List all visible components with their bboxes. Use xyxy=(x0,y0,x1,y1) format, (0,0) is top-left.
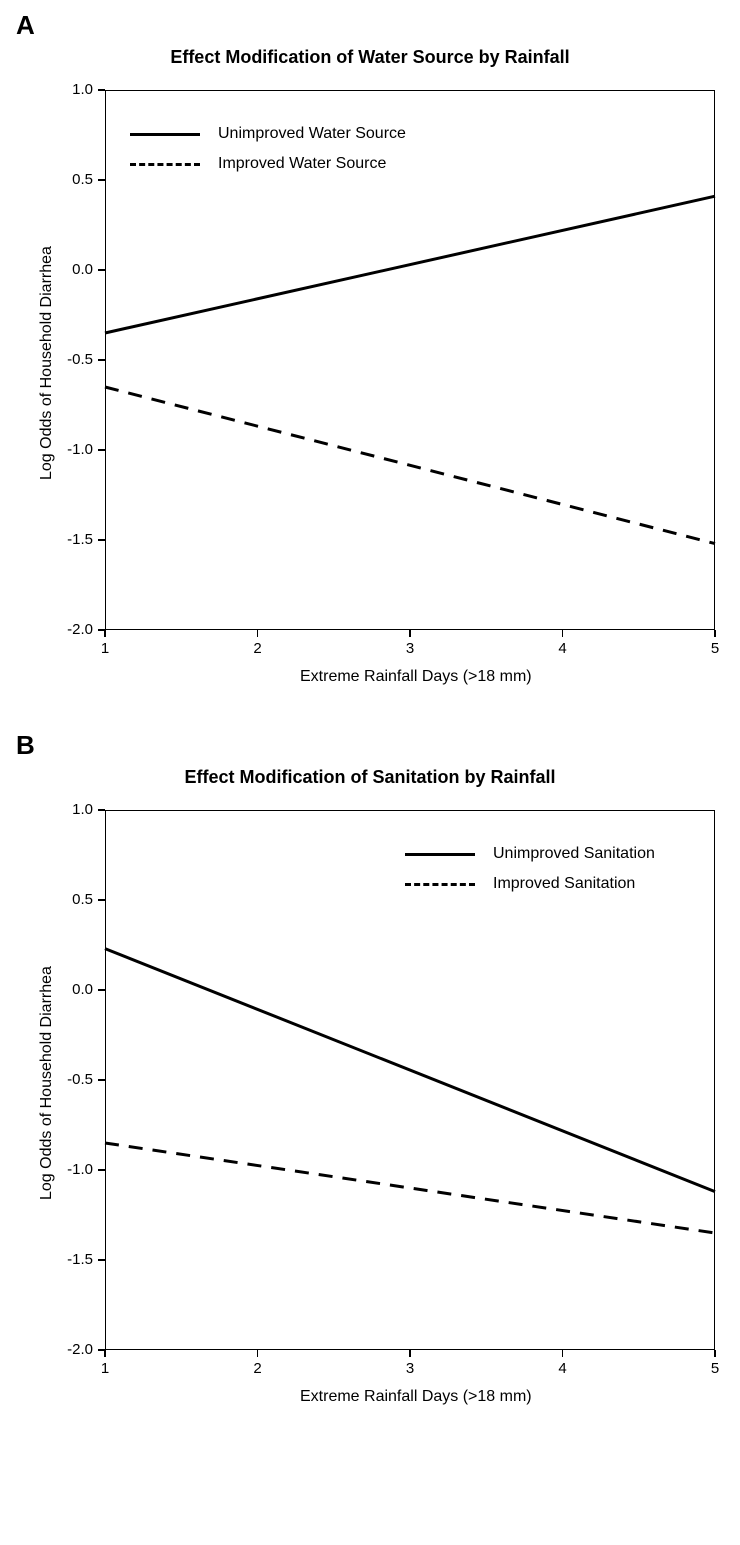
panel-b-label: B xyxy=(16,730,730,761)
legend-row: Improved Sanitation xyxy=(405,875,655,893)
x-tick-label: 3 xyxy=(395,1360,425,1377)
series-line-dashed xyxy=(105,387,715,544)
legend-row: Unimproved Water Source xyxy=(130,125,406,143)
legend-text: Unimproved Water Source xyxy=(218,125,406,143)
legend-swatch-dashed-icon xyxy=(130,163,200,166)
x-tick-label: 5 xyxy=(700,640,730,657)
legend-swatch-dashed-icon xyxy=(405,883,475,886)
legend: Unimproved Sanitation Improved Sanitation xyxy=(405,845,655,905)
panel-a-label: A xyxy=(16,10,730,41)
x-axis-label: Extreme Rainfall Days (>18 mm) xyxy=(300,668,532,686)
panel-b-title: Effect Modification of Sanitation by Rai… xyxy=(10,767,730,788)
legend-text: Improved Sanitation xyxy=(493,875,635,893)
x-tick-label: 2 xyxy=(243,640,273,657)
x-tick-label: 4 xyxy=(548,640,578,657)
x-axis-label: Extreme Rainfall Days (>18 mm) xyxy=(300,1388,532,1406)
legend: Unimproved Water Source Improved Water So… xyxy=(130,125,406,185)
panel-a-plot-wrap: -2.0-1.5-1.0-0.50.00.51.012345Log Odds o… xyxy=(10,90,730,700)
figure-container: A Effect Modification of Water Source by… xyxy=(0,0,740,1470)
x-tick-label: 4 xyxy=(548,1360,578,1377)
legend-swatch-solid-icon xyxy=(405,853,475,856)
x-tick-label: 1 xyxy=(90,1360,120,1377)
panel-a-title: Effect Modification of Water Source by R… xyxy=(10,47,730,68)
x-tick-label: 1 xyxy=(90,640,120,657)
series-line-solid xyxy=(105,196,715,333)
legend-text: Improved Water Source xyxy=(218,155,386,173)
panel-b-plot-wrap: -2.0-1.5-1.0-0.50.00.51.012345Log Odds o… xyxy=(10,810,730,1420)
legend-row: Unimproved Sanitation xyxy=(405,845,655,863)
x-tick-label: 5 xyxy=(700,1360,730,1377)
legend-text: Unimproved Sanitation xyxy=(493,845,655,863)
panel-a: A Effect Modification of Water Source by… xyxy=(10,10,730,700)
legend-swatch-solid-icon xyxy=(130,133,200,136)
legend-row: Improved Water Source xyxy=(130,155,406,173)
series-line-solid xyxy=(105,949,715,1192)
x-tick-label: 3 xyxy=(395,640,425,657)
panel-b: B Effect Modification of Sanitation by R… xyxy=(10,730,730,1420)
x-tick-label: 2 xyxy=(243,1360,273,1377)
